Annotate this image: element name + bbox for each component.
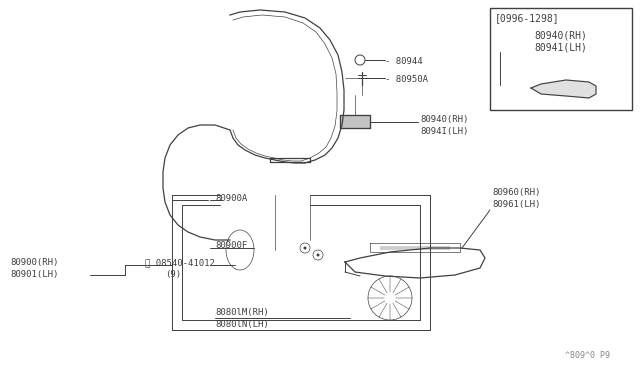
Bar (490, 8, 632, 110)
Text: 80900F: 80900F (215, 241, 247, 250)
Circle shape (303, 247, 307, 250)
Text: 80961(LH): 80961(LH) (492, 200, 540, 209)
Text: 8080lM(RH): 8080lM(RH) (215, 308, 269, 317)
Text: [0996-1298]: [0996-1298] (495, 13, 559, 23)
Text: 80940(RH): 80940(RH) (534, 30, 588, 40)
Text: ^809^0 P9: ^809^0 P9 (565, 351, 610, 360)
Text: 80901(LH): 80901(LH) (10, 270, 58, 279)
Text: - 80950A: - 80950A (385, 75, 428, 84)
Text: Ⓝ 08540-41012: Ⓝ 08540-41012 (145, 258, 215, 267)
Text: 80941(LH): 80941(LH) (534, 42, 588, 52)
Text: 8080lN(LH): 8080lN(LH) (215, 320, 269, 329)
Polygon shape (531, 80, 596, 98)
Bar (340, 115, 370, 128)
Text: 80940(RH): 80940(RH) (420, 115, 468, 124)
Text: 80960(RH): 80960(RH) (492, 188, 540, 197)
Circle shape (317, 253, 319, 257)
Text: - 80944: - 80944 (385, 57, 422, 66)
Text: 80900(RH): 80900(RH) (10, 258, 58, 267)
Text: 80900A: 80900A (215, 194, 247, 203)
Text: 8094I(LH): 8094I(LH) (420, 127, 468, 136)
Text: (9): (9) (165, 270, 181, 279)
